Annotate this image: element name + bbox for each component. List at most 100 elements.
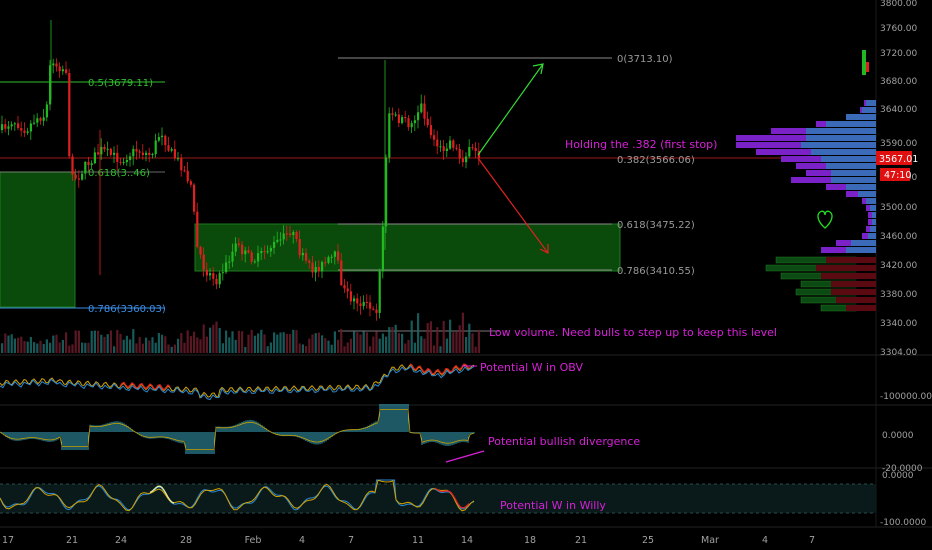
- candle-body: [100, 146, 103, 155]
- fib-label-0: 0(3713.10): [617, 54, 673, 65]
- time-tick-label: 28: [180, 535, 192, 546]
- volume-bar: [250, 329, 253, 353]
- volume-bar: [391, 327, 394, 353]
- volume-bar: [228, 337, 231, 353]
- candle-body: [49, 65, 52, 105]
- candle-body: [433, 135, 436, 140]
- volume-profile-row: [806, 135, 876, 141]
- candle-body: [103, 146, 106, 150]
- volume-bar: [170, 346, 173, 353]
- candles: [1, 20, 480, 321]
- candle-body: [36, 118, 39, 123]
- volume-bar: [317, 332, 320, 353]
- volume-bar: [231, 331, 234, 353]
- candle-body: [314, 266, 317, 273]
- volume-profile-row: [851, 240, 876, 246]
- candle-body: [471, 147, 474, 149]
- candle-body: [391, 113, 394, 115]
- zone-left: [0, 171, 76, 308]
- volume-profile-row: [866, 198, 876, 204]
- volume-profile-row: [836, 297, 876, 303]
- candle-body: [276, 239, 279, 242]
- price-tick-label: 3680.00: [880, 77, 917, 87]
- candle-body: [183, 170, 186, 172]
- candle-body: [177, 158, 180, 160]
- volume-profile-row: [870, 226, 876, 232]
- volume-bar: [353, 331, 356, 353]
- candle-body: [138, 151, 141, 153]
- volume-bar: [295, 330, 298, 353]
- candle-body: [244, 250, 247, 255]
- volume-bar: [71, 344, 74, 353]
- candle-body: [196, 211, 199, 247]
- volume-bar: [113, 346, 116, 353]
- candle-body: [397, 114, 400, 124]
- obv-highlight: [119, 381, 171, 391]
- time-tick-label: 4: [762, 535, 768, 546]
- volume-bar: [49, 342, 52, 353]
- volume-profile: [736, 50, 876, 312]
- candle-body: [199, 246, 202, 255]
- candle-body: [17, 123, 20, 129]
- volume-bar: [33, 342, 36, 353]
- price-tick-label: 3304.00: [880, 348, 917, 358]
- volume-bar: [61, 339, 64, 353]
- obv-pane: [0, 363, 475, 401]
- candle-body: [455, 147, 458, 149]
- candle-body: [401, 117, 404, 124]
- volume-bar: [276, 334, 279, 353]
- fib-label-0382: 0.382(3566.06): [617, 155, 695, 166]
- time-tick-label: Mar: [701, 535, 719, 546]
- volume-bar: [20, 336, 23, 353]
- volume-bar: [244, 346, 247, 353]
- candle-body: [113, 152, 116, 155]
- volume-bar: [375, 331, 378, 353]
- volume-bar: [301, 344, 304, 353]
- svg-text:3567.01: 3567.01: [879, 154, 918, 165]
- obv-signal-line: [0, 365, 475, 401]
- volume-bar: [65, 332, 68, 353]
- volume-bar: [471, 333, 474, 353]
- volume-bar: [193, 331, 196, 353]
- candle-body: [116, 152, 119, 162]
- volume-bar: [42, 344, 45, 353]
- price-tick-label: 3590.00: [880, 139, 917, 149]
- volume-bar: [260, 329, 263, 353]
- volume-bar: [362, 331, 365, 353]
- candle-body: [388, 113, 391, 158]
- candle-body: [7, 126, 10, 129]
- volume-profile-row: [846, 114, 876, 120]
- volume-profile-row: [866, 100, 876, 106]
- volume-profile-row: [821, 273, 876, 279]
- volume-bar: [330, 344, 333, 353]
- candle-body: [77, 178, 80, 180]
- volume-profile-row: [846, 184, 876, 190]
- volume-bar: [10, 334, 13, 353]
- candle-body: [247, 250, 250, 253]
- volume-bar: [58, 342, 61, 353]
- volume-profile-row: [831, 289, 876, 295]
- volume-bar: [17, 337, 20, 353]
- candle-body: [52, 63, 55, 66]
- candle-body: [68, 72, 71, 157]
- volume-bar: [237, 330, 240, 353]
- volume-bar: [180, 333, 183, 353]
- volume-bar: [461, 312, 464, 353]
- candle-body: [186, 170, 189, 182]
- candle-body: [26, 131, 29, 133]
- svg-text:47:10: 47:10: [884, 170, 911, 181]
- candle-body: [263, 251, 266, 253]
- candle-body: [180, 158, 183, 171]
- volume-bar: [234, 339, 237, 353]
- willy-highlight: [434, 487, 470, 509]
- volume-bar: [445, 338, 448, 353]
- candle-body: [221, 272, 224, 274]
- candle-body: [429, 125, 432, 136]
- candle-body: [333, 251, 336, 257]
- candle-body: [449, 140, 452, 149]
- volume-bar: [282, 332, 285, 353]
- volume-bar: [311, 334, 314, 353]
- willy-axis-0: 0.0000: [882, 471, 914, 481]
- candle-body: [327, 257, 330, 263]
